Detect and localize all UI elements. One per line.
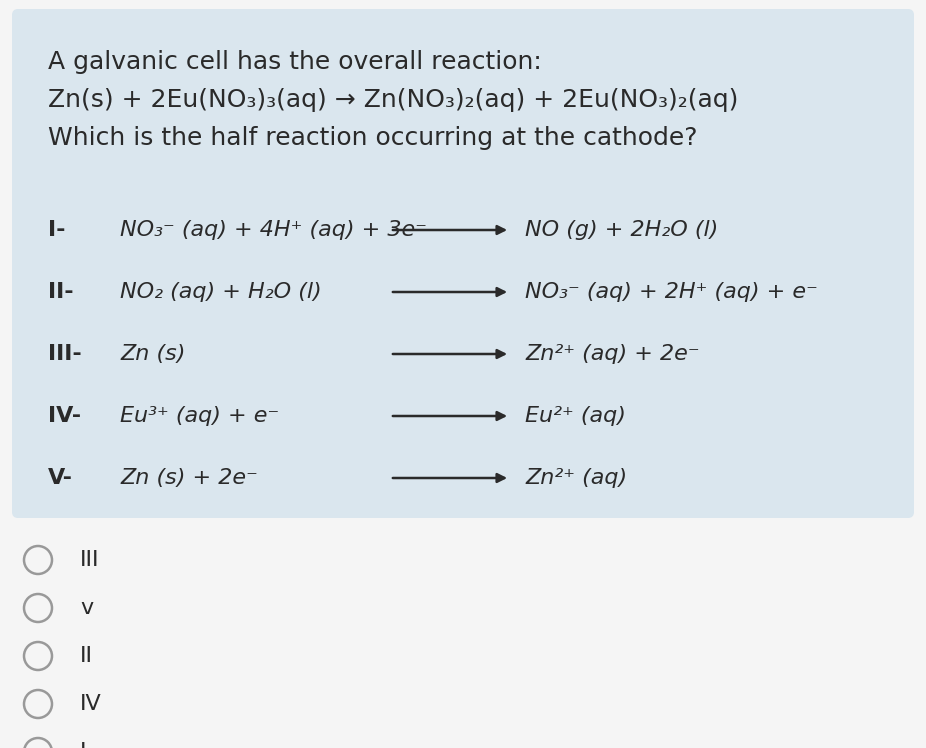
Text: A galvanic cell has the overall reaction:: A galvanic cell has the overall reaction… bbox=[48, 50, 542, 74]
Text: III-: III- bbox=[48, 344, 81, 364]
Text: Zn (s) + 2e⁻: Zn (s) + 2e⁻ bbox=[120, 468, 257, 488]
Text: II: II bbox=[80, 646, 93, 666]
Text: NO₃⁻ (aq) + 2H⁺ (aq) + e⁻: NO₃⁻ (aq) + 2H⁺ (aq) + e⁻ bbox=[525, 282, 818, 302]
Text: III: III bbox=[80, 550, 99, 570]
Text: NO (g) + 2H₂O (l): NO (g) + 2H₂O (l) bbox=[525, 220, 719, 240]
Text: v: v bbox=[80, 598, 94, 618]
Text: Zn (s): Zn (s) bbox=[120, 344, 185, 364]
Text: Eu²⁺ (aq): Eu²⁺ (aq) bbox=[525, 406, 626, 426]
Text: II-: II- bbox=[48, 282, 74, 302]
Text: NO₃⁻ (aq) + 4H⁺ (aq) + 3e⁻: NO₃⁻ (aq) + 4H⁺ (aq) + 3e⁻ bbox=[120, 220, 427, 240]
Text: Which is the half reaction occurring at the cathode?: Which is the half reaction occurring at … bbox=[48, 126, 697, 150]
Text: IV-: IV- bbox=[48, 406, 81, 426]
Text: Zn²⁺ (aq): Zn²⁺ (aq) bbox=[525, 468, 627, 488]
Text: I: I bbox=[80, 742, 86, 748]
Text: NO₂ (aq) + H₂O (l): NO₂ (aq) + H₂O (l) bbox=[120, 282, 321, 302]
Text: IV: IV bbox=[80, 694, 102, 714]
Text: Eu³⁺ (aq) + e⁻: Eu³⁺ (aq) + e⁻ bbox=[120, 406, 280, 426]
FancyBboxPatch shape bbox=[12, 9, 914, 518]
Text: Zn(s) + 2Eu(NO₃)₃(aq) → Zn(NO₃)₂(aq) + 2Eu(NO₃)₂(aq): Zn(s) + 2Eu(NO₃)₃(aq) → Zn(NO₃)₂(aq) + 2… bbox=[48, 88, 738, 112]
Text: Zn²⁺ (aq) + 2e⁻: Zn²⁺ (aq) + 2e⁻ bbox=[525, 344, 700, 364]
Text: V-: V- bbox=[48, 468, 73, 488]
Text: I-: I- bbox=[48, 220, 66, 240]
